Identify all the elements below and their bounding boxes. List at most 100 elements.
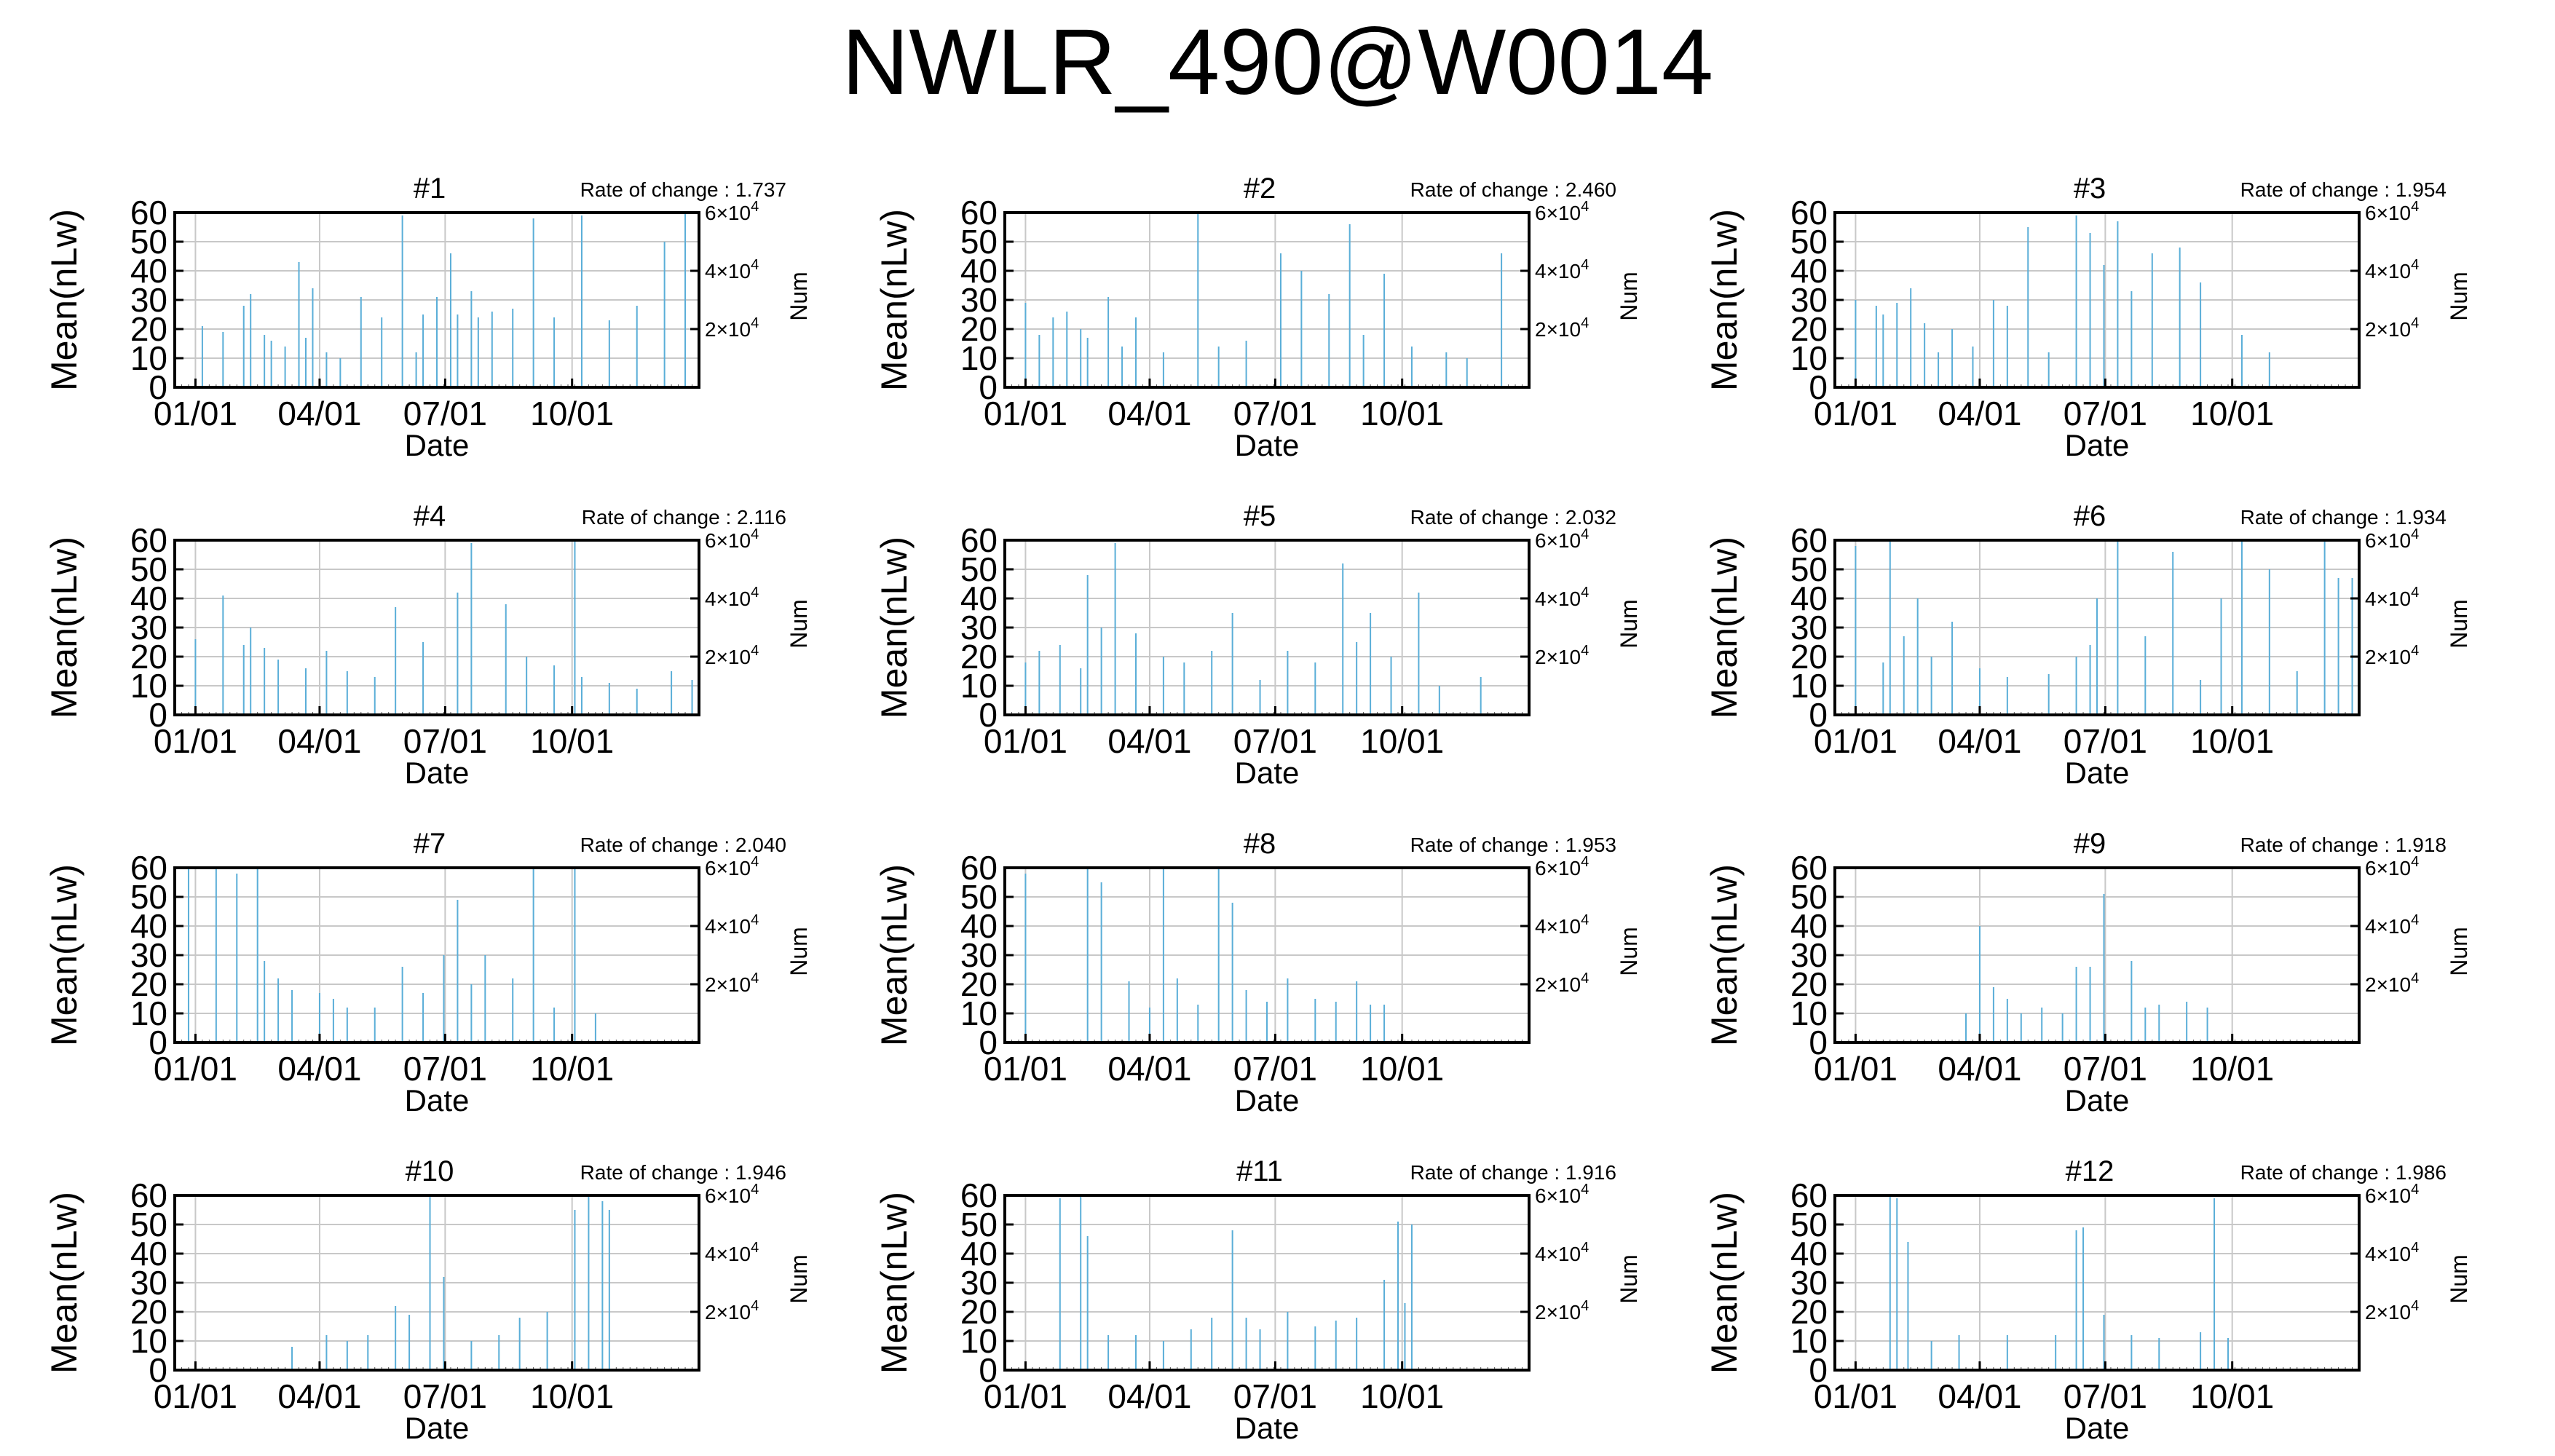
y2-tick-times: ×10	[716, 202, 751, 224]
y-axis-label: Mean(nLw)	[874, 537, 915, 719]
y2-tick-label: 2×104	[705, 970, 759, 996]
y2-tick-times: ×10	[1547, 318, 1581, 341]
y-axis-label: Mean(nLw)	[1704, 1192, 1745, 1374]
y-tick-label: 0	[979, 696, 998, 734]
y-tick-label: 60	[960, 194, 998, 232]
y2-tick-exponent: 4	[751, 1240, 759, 1256]
y2-tick-exponent: 4	[751, 526, 759, 542]
y-tick-label: 10	[960, 667, 998, 705]
y2-tick-exponent: 4	[1581, 199, 1589, 215]
y-tick-label: 50	[130, 550, 167, 588]
x-tick-label: 01/01	[984, 722, 1067, 760]
x-tick-label: 10/01	[2190, 1377, 2274, 1415]
y-axis-label: Mean(nLw)	[44, 537, 84, 719]
y2-tick-exponent: 4	[2411, 970, 2419, 986]
x-tick-label: 07/01	[1233, 395, 1317, 432]
y-tick-label: 40	[960, 579, 998, 617]
rate-of-change-label: Rate of change : 2.116	[582, 506, 786, 529]
y-tick-label: 20	[960, 638, 998, 676]
x-tick-label: 07/01	[403, 722, 487, 760]
panel-title: #3	[2074, 173, 2106, 205]
y-tick-label: 60	[1790, 521, 1828, 559]
y-tick-label: 40	[1790, 907, 1828, 945]
y-tick-label: 60	[1790, 1176, 1828, 1214]
panel-title: #1	[414, 173, 446, 205]
y-tick-label: 60	[1790, 849, 1828, 887]
panel-title: #4	[414, 500, 446, 532]
y2-axis-label: Num	[786, 599, 812, 649]
y2-tick-exponent: 4	[751, 643, 759, 659]
y2-tick-mantissa: 2	[705, 973, 716, 996]
y2-tick-times: ×10	[2377, 973, 2412, 996]
y2-tick-mantissa: 4	[705, 915, 716, 938]
y-tick-label: 20	[1790, 965, 1828, 1003]
y2-tick-mantissa: 4	[1535, 1243, 1547, 1265]
y2-axis-label: Num	[1616, 272, 1642, 321]
y-tick-label: 20	[1790, 638, 1828, 676]
x-tick-label: 01/01	[154, 722, 237, 760]
y2-tick-exponent: 4	[751, 1298, 759, 1314]
y-tick-label: 0	[149, 1024, 167, 1061]
y2-axis-label: Num	[2446, 272, 2472, 321]
y-tick-label: 10	[1790, 1322, 1828, 1360]
y2-tick-times: ×10	[1547, 260, 1581, 282]
x-axis-label: Date	[2065, 756, 2130, 790]
y2-tick-times: ×10	[2377, 646, 2412, 668]
y2-tick-exponent: 4	[2411, 1240, 2419, 1256]
y2-tick-times: ×10	[2377, 857, 2412, 879]
y2-tick-label: 2×104	[1535, 1298, 1589, 1324]
y-tick-label: 0	[149, 696, 167, 734]
x-axis-label: Date	[1235, 1411, 1300, 1445]
y2-tick-mantissa: 4	[705, 587, 716, 610]
y2-tick-times: ×10	[716, 973, 751, 996]
y2-tick-exponent: 4	[1581, 1182, 1589, 1198]
x-axis-label: Date	[1235, 428, 1300, 462]
y2-tick-times: ×10	[1547, 1184, 1581, 1207]
y2-tick-times: ×10	[1547, 202, 1581, 224]
x-tick-label: 07/01	[2064, 1377, 2147, 1415]
x-tick-label: 01/01	[1814, 1050, 1898, 1088]
x-axis-label: Date	[405, 1411, 470, 1445]
x-tick-label: 10/01	[2190, 395, 2274, 432]
y2-tick-exponent: 4	[2411, 199, 2419, 215]
y-tick-label: 10	[1790, 667, 1828, 705]
rate-of-change-label: Rate of change : 1.918	[2240, 834, 2447, 856]
y-axis-label: Mean(nLw)	[874, 864, 915, 1046]
y2-tick-exponent: 4	[1581, 854, 1589, 870]
y2-axis-label: Num	[2446, 1254, 2472, 1304]
y2-tick-exponent: 4	[751, 1182, 759, 1198]
y2-tick-times: ×10	[716, 587, 751, 610]
y2-tick-mantissa: 6	[2365, 857, 2377, 879]
y2-tick-label: 6×104	[2365, 854, 2419, 879]
y2-tick-label: 4×104	[2365, 257, 2419, 282]
x-axis-label: Date	[405, 756, 470, 790]
y2-tick-times: ×10	[2377, 202, 2412, 224]
y2-tick-label: 4×104	[705, 585, 759, 610]
y2-tick-exponent: 4	[751, 970, 759, 986]
x-tick-label: 07/01	[403, 395, 487, 432]
y2-tick-exponent: 4	[751, 199, 759, 215]
panel-title: #6	[2074, 500, 2106, 532]
y2-tick-label: 6×104	[1535, 854, 1589, 879]
x-tick-label: 04/01	[1107, 1050, 1191, 1088]
y2-tick-mantissa: 4	[705, 1243, 716, 1265]
y2-tick-exponent: 4	[1581, 970, 1589, 986]
y2-tick-label: 4×104	[2365, 585, 2419, 610]
y2-tick-mantissa: 4	[2365, 587, 2377, 610]
panel-title: #5	[1244, 500, 1276, 532]
x-tick-label: 07/01	[403, 1377, 487, 1415]
y2-tick-times: ×10	[2377, 587, 2412, 610]
y2-tick-mantissa: 6	[1535, 1184, 1547, 1207]
y2-tick-mantissa: 6	[705, 1184, 716, 1207]
y2-tick-mantissa: 6	[705, 529, 716, 552]
y2-tick-mantissa: 2	[1535, 318, 1547, 341]
y-tick-label: 50	[130, 1206, 167, 1243]
x-tick-label: 07/01	[2064, 1050, 2147, 1088]
y-tick-label: 20	[960, 965, 998, 1003]
x-tick-label: 01/01	[154, 1050, 237, 1088]
y2-tick-label: 6×104	[705, 854, 759, 879]
